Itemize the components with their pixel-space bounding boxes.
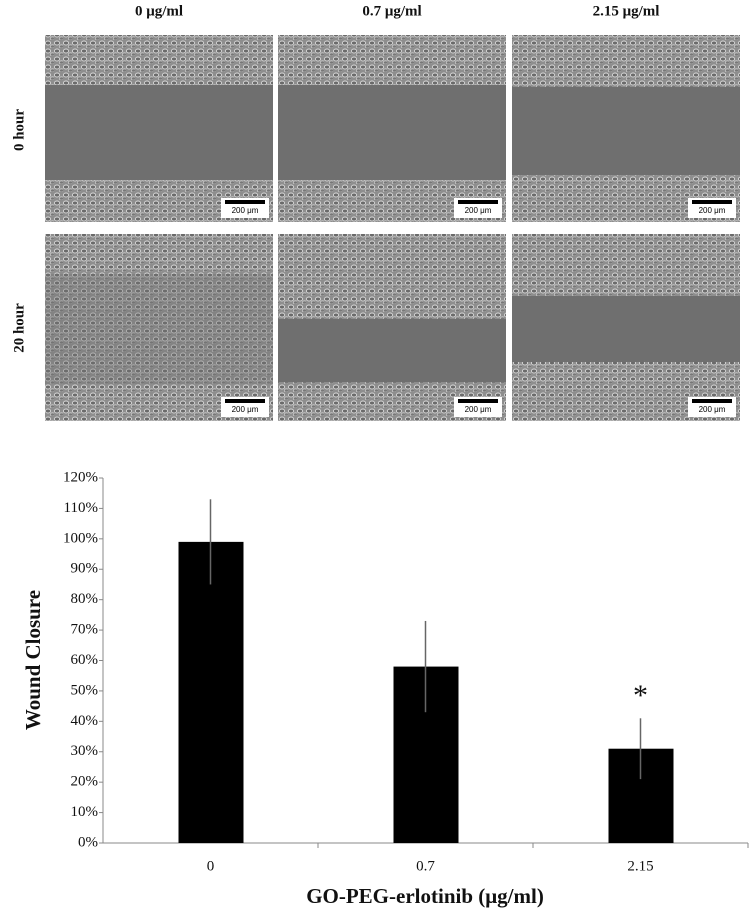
x-tick-label: 2.15 (627, 858, 653, 874)
column-label: 0 μg/ml (135, 3, 183, 19)
x-axis-label: GO-PEG-erlotinib (μg/ml) (306, 884, 544, 908)
scale-bar-label: 200 μm (699, 405, 726, 414)
y-axis-label: Wound Closure (21, 590, 45, 730)
wound-gap (512, 296, 740, 362)
y-tick-label: 10% (71, 804, 99, 820)
micrograph (45, 234, 273, 421)
image-panels: 200 μm 200 μm 200 μm 200 μm 200 μm 200 μm (45, 35, 740, 421)
row-label: 0 hour (11, 109, 27, 151)
y-tick-label: 90% (71, 561, 99, 577)
scale-bar (458, 399, 498, 403)
scale-bar-label: 200 μm (465, 206, 492, 215)
scale-bar (225, 200, 265, 204)
scale-bar-label: 200 μm (232, 405, 259, 414)
y-tick-label: 70% (71, 622, 99, 638)
scale-bar (458, 200, 498, 204)
y-tick-label: 50% (71, 682, 99, 698)
y-tick-label: 120% (63, 469, 98, 485)
y-tick-label: 20% (71, 774, 99, 790)
y-tick-label: 40% (71, 713, 99, 729)
scale-bar (692, 200, 732, 204)
y-tick-label: 60% (71, 652, 99, 668)
wound-gap (45, 85, 273, 180)
scale-bar-label: 200 μm (232, 206, 259, 215)
y-tick-label: 80% (71, 591, 99, 607)
wound-gap (278, 85, 506, 180)
y-tick-label: 110% (64, 500, 98, 516)
row-label: 20 hour (11, 303, 27, 353)
wound-gap (278, 319, 506, 382)
y-tick-label: 100% (63, 530, 98, 546)
x-tick-label: 0 (207, 858, 215, 874)
column-label: 0.7 μg/ml (362, 3, 421, 19)
scale-bar (692, 399, 732, 403)
column-label: 2.15 μg/ml (593, 3, 660, 19)
scale-bar (225, 399, 265, 403)
scale-bar-label: 200 μm (465, 405, 492, 414)
y-tick-label: 30% (71, 743, 99, 759)
wound-gap (512, 87, 740, 175)
x-tick-label: 0.7 (416, 858, 435, 874)
wound-gap (45, 274, 273, 384)
bar (178, 541, 244, 843)
y-tick-label: 0% (78, 834, 98, 850)
annotation: * (633, 679, 648, 712)
scale-bar-label: 200 μm (699, 206, 726, 215)
